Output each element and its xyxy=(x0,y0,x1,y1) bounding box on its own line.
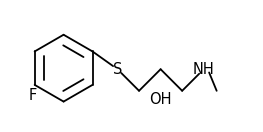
Text: NH: NH xyxy=(193,62,215,77)
Text: F: F xyxy=(28,88,37,103)
Text: S: S xyxy=(113,62,122,77)
Text: OH: OH xyxy=(149,92,172,107)
